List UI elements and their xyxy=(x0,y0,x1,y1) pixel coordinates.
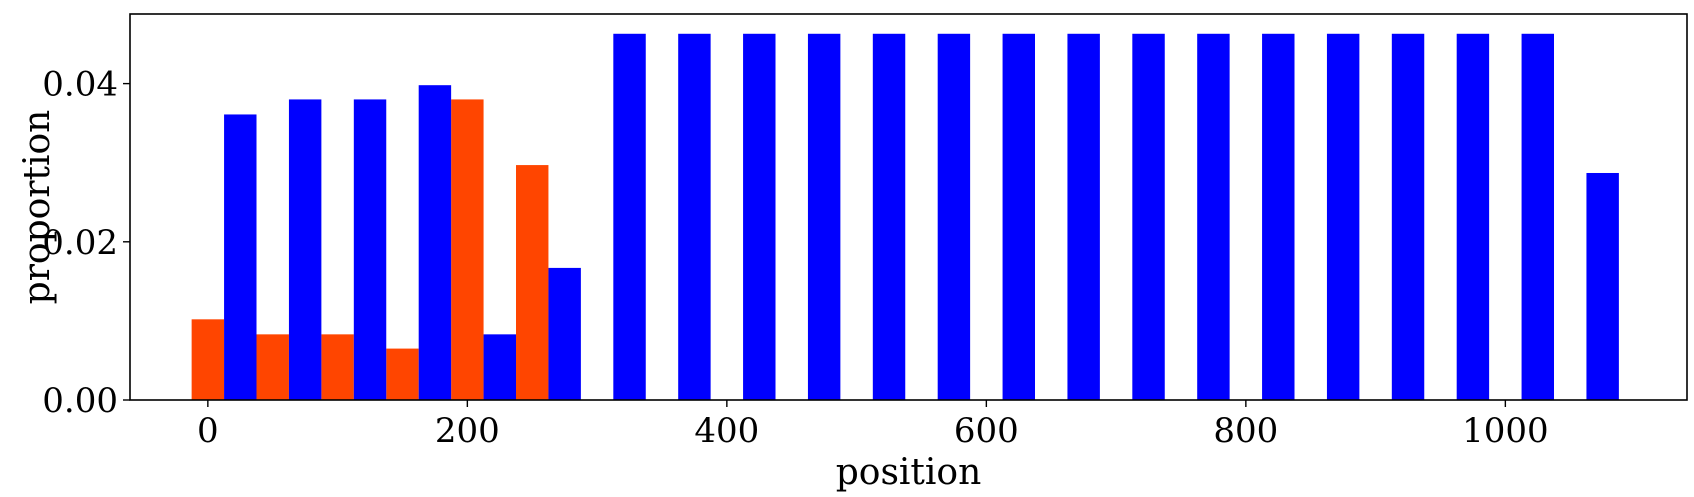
y-tick-label: 0.02 xyxy=(42,223,118,263)
bar-series-1-point-17 xyxy=(1326,33,1360,400)
x-tick-label: 800 xyxy=(1213,411,1278,451)
y-tick-label: 0.00 xyxy=(42,381,118,421)
bar-series-0-point-5 xyxy=(516,165,549,400)
y-tick-label: 0.04 xyxy=(42,65,118,105)
x-tick-label: 1000 xyxy=(1462,411,1549,451)
x-tick-label: 400 xyxy=(694,411,759,451)
bar-series-1-point-3 xyxy=(418,85,452,400)
x-axis-label: position xyxy=(836,452,982,493)
bar-series-0-point-2 xyxy=(321,334,354,400)
bar-series-1-point-13 xyxy=(1067,33,1100,400)
bar-series-1-point-6 xyxy=(613,33,646,400)
bar-series-1-point-11 xyxy=(937,33,971,400)
bars-layer xyxy=(191,33,1619,400)
bar-series-1-point-0 xyxy=(224,114,257,400)
x-tick-label: 200 xyxy=(435,411,500,451)
x-tick-label: 0 xyxy=(197,411,219,451)
bar-series-1-point-9 xyxy=(807,33,841,400)
x-tick-label: 600 xyxy=(954,411,1019,451)
bar-series-1-point-10 xyxy=(872,33,906,400)
bar-series-1-point-8 xyxy=(743,33,776,400)
bar-series-1-point-19 xyxy=(1456,33,1490,400)
bar-series-1-point-12 xyxy=(1002,33,1036,400)
bar-series-1-point-7 xyxy=(678,33,711,400)
bar-series-1-point-20 xyxy=(1521,33,1555,400)
bar-series-1-point-5 xyxy=(548,267,581,400)
bar-series-1-point-21 xyxy=(1586,172,1619,400)
bar-series-1-point-14 xyxy=(1132,33,1165,400)
bar-series-0-point-1 xyxy=(256,334,289,400)
bar-series-0-point-0 xyxy=(191,319,225,400)
bar-series-0-point-3 xyxy=(386,348,419,400)
y-axis-ticks: 0.00 0.02 0.04 xyxy=(42,65,130,421)
bar-series-1-point-2 xyxy=(353,99,387,400)
y-axis-label: proportion xyxy=(17,110,58,305)
bar-series-0-point-4 xyxy=(451,99,484,400)
plot-frame xyxy=(129,13,1688,401)
bar-series-1-point-1 xyxy=(288,99,322,400)
bar-series-1-point-15 xyxy=(1197,33,1230,400)
bar-series-1-point-4 xyxy=(483,334,517,400)
bar-series-1-point-16 xyxy=(1262,33,1295,400)
x-axis-ticks: 0 200 400 600 800 1000 xyxy=(197,400,1549,451)
bar-series-1-point-18 xyxy=(1391,33,1425,400)
